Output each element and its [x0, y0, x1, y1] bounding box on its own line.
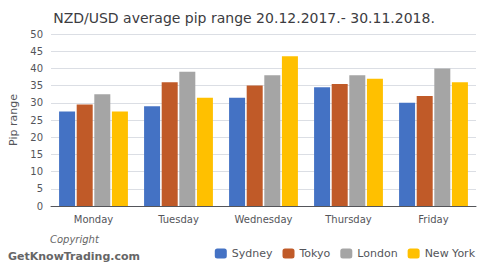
svg-text:20: 20: [30, 132, 43, 143]
svg-text:Monday: Monday: [74, 214, 114, 225]
svg-text:New York: New York: [425, 247, 476, 260]
svg-text:Copyright: Copyright: [50, 234, 100, 245]
svg-text:NZD/USD average pip range 20.1: NZD/USD average pip range 20.12.2017.- 3…: [53, 10, 435, 26]
svg-text:40: 40: [30, 63, 43, 74]
svg-text:10: 10: [30, 166, 43, 177]
svg-text:Wednesday: Wednesday: [235, 214, 293, 225]
svg-text:0: 0: [37, 201, 43, 212]
svg-text:Thursday: Thursday: [324, 214, 372, 225]
svg-text:45: 45: [30, 46, 43, 57]
svg-text:GetKnowTrading.com: GetKnowTrading.com: [8, 250, 140, 263]
svg-text:Sydney: Sydney: [232, 247, 273, 260]
svg-text:5: 5: [37, 183, 43, 194]
svg-text:30: 30: [30, 97, 43, 108]
svg-text:50: 50: [30, 29, 43, 40]
svg-text:Friday: Friday: [418, 214, 448, 225]
svg-text:15: 15: [30, 149, 43, 160]
svg-text:35: 35: [30, 80, 43, 91]
svg-text:25: 25: [30, 115, 43, 126]
svg-text:Pip range: Pip range: [7, 94, 20, 146]
svg-text:Tokyo: Tokyo: [299, 247, 331, 260]
svg-text:London: London: [357, 247, 397, 260]
svg-text:Tuesday: Tuesday: [157, 214, 199, 225]
